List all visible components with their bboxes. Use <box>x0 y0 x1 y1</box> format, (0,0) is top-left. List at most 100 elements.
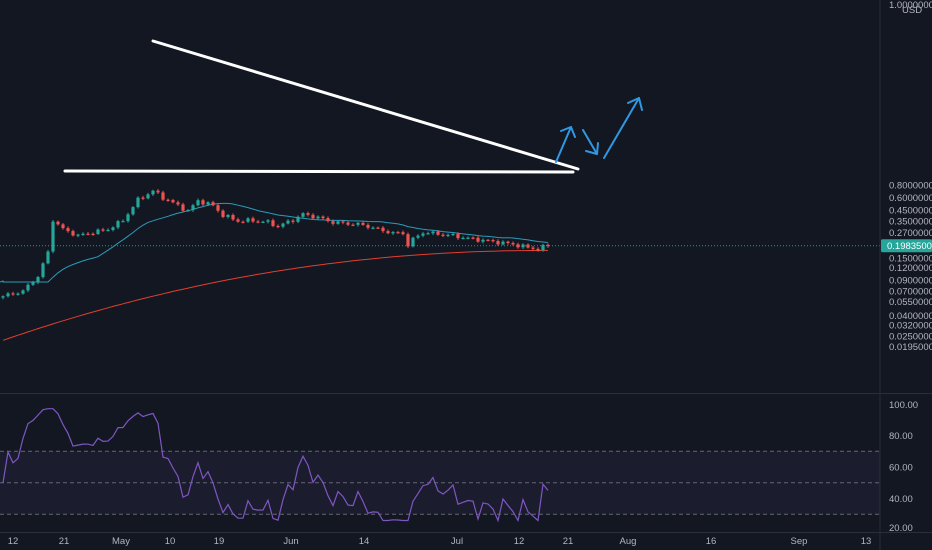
time-tick-label: 12 <box>514 536 525 547</box>
candle-body <box>141 197 145 199</box>
candle-body <box>76 234 80 236</box>
candle-body <box>391 232 395 234</box>
candle-body <box>296 216 300 222</box>
moving-average-slow <box>2 249 548 341</box>
candle-body <box>526 244 530 248</box>
candle-body <box>186 210 190 212</box>
time-tick-label: 19 <box>214 536 225 547</box>
candle-body <box>301 213 305 217</box>
time-tick-label: Sep <box>791 536 808 547</box>
oscillator-band <box>0 451 880 515</box>
drawings <box>63 39 643 174</box>
oscillator-tick-label: 20.00 <box>889 523 913 534</box>
candle-body <box>371 227 375 229</box>
price-tick-label: 1.00000000 <box>889 0 932 11</box>
time-tick-label: 21 <box>59 536 70 547</box>
candle-body <box>516 244 520 248</box>
projection-arrowhead <box>627 97 643 111</box>
candle-body <box>451 233 455 236</box>
candle-body <box>211 202 215 206</box>
support-trendline <box>63 169 575 174</box>
candle-body <box>441 234 445 236</box>
candle-body <box>531 247 535 249</box>
projection-arrow <box>603 97 640 159</box>
candle-body <box>501 241 505 245</box>
candle-body <box>361 222 365 225</box>
candle-body <box>121 221 125 223</box>
candle-body <box>26 284 30 291</box>
candle-body <box>466 237 470 239</box>
time-tick-label: Aug <box>620 536 637 547</box>
candle-body <box>251 218 255 222</box>
candle-body <box>471 237 475 239</box>
candle-body <box>421 233 425 236</box>
candle-body <box>41 263 45 278</box>
candle-body <box>236 219 240 222</box>
candle-body <box>386 231 390 234</box>
oscillator-tick-label: 100.00 <box>889 400 918 411</box>
candle-body <box>461 237 465 240</box>
candle-body <box>61 224 65 229</box>
oscillator-tick-label: 60.00 <box>889 463 913 474</box>
candle-body <box>196 200 200 206</box>
candle-body <box>491 240 495 242</box>
last-price-badge <box>881 239 932 253</box>
candle-body <box>311 214 315 219</box>
candle-body <box>486 239 490 242</box>
time-tick-label: Jun <box>283 536 298 547</box>
candlesticks <box>1 189 550 300</box>
time-tick-label: 16 <box>706 536 717 547</box>
candle-body <box>31 282 35 285</box>
candle-body <box>346 222 350 225</box>
candle-body <box>411 237 415 247</box>
candle-body <box>326 218 330 222</box>
candle-body <box>256 221 260 223</box>
time-tick-label: 13 <box>861 536 872 547</box>
candle-body <box>131 207 135 215</box>
time-tick-label: 14 <box>359 536 370 547</box>
candle-body <box>276 225 280 228</box>
candle-body <box>156 190 160 193</box>
candle-body <box>96 229 100 235</box>
candle-body <box>341 221 345 223</box>
candle-body <box>541 244 545 251</box>
candle-body <box>306 213 310 215</box>
candle-body <box>266 220 270 222</box>
candle-body <box>66 228 70 232</box>
candle-body <box>366 224 370 228</box>
candle-body <box>481 239 485 242</box>
candle-body <box>321 216 325 219</box>
candle-body <box>401 232 405 235</box>
projection-arrowhead <box>560 126 576 138</box>
candle-body <box>146 194 150 199</box>
candle-body <box>106 229 110 232</box>
candle-body <box>506 241 510 244</box>
candle-body <box>521 244 525 248</box>
candle-body <box>46 251 50 264</box>
time-tick-label: 21 <box>563 536 574 547</box>
candle-body <box>456 233 460 239</box>
candle-body <box>436 231 440 235</box>
candle-body <box>216 205 220 211</box>
last-price-label: 0.19835000 <box>887 241 932 252</box>
candle-body <box>381 227 385 232</box>
candle-body <box>261 221 265 223</box>
candle-body <box>226 214 230 217</box>
candle-body <box>86 233 90 235</box>
price-unit-label: USD <box>902 5 922 16</box>
projection-arrowhead <box>585 142 599 155</box>
time-axis[interactable]: 12 21 May 10 19 Jun 14 Jul 12 21 Aug 16 Sep 13 <box>0 532 932 548</box>
candle-body <box>81 233 85 235</box>
descending-trendline <box>151 39 580 171</box>
candle-body <box>36 277 40 283</box>
time-tick-label: 12 <box>8 536 19 547</box>
candle-body <box>476 237 480 242</box>
